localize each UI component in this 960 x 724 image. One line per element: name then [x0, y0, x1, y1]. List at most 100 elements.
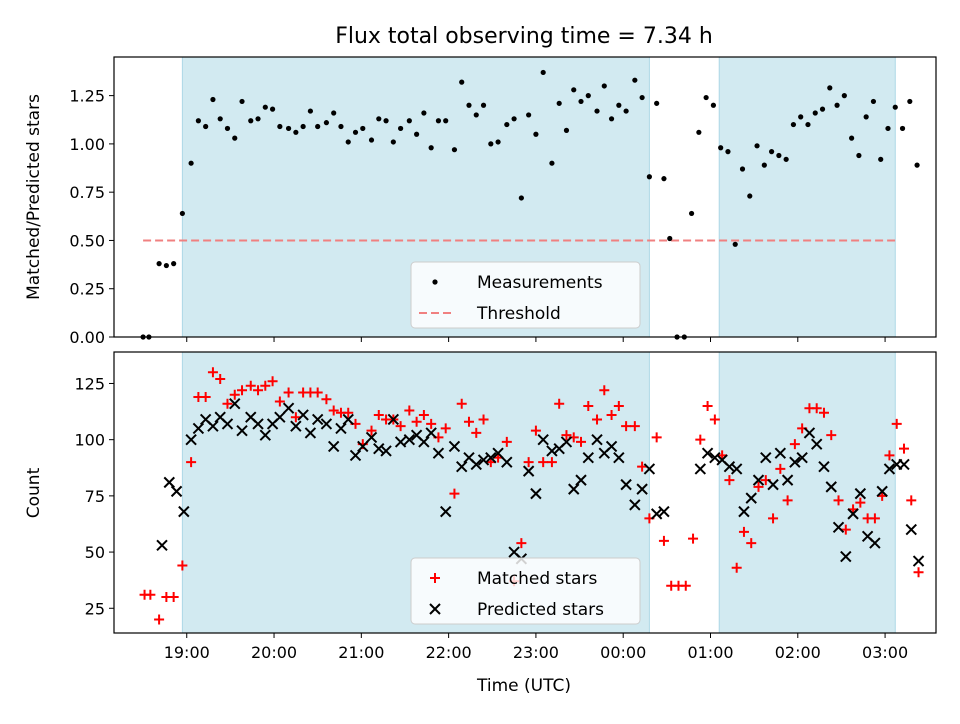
predicted-stars-point — [357, 440, 369, 453]
predicted-stars-point — [349, 449, 362, 462]
measurements-point — [870, 98, 877, 105]
measurements-point — [248, 118, 254, 124]
measurements-point — [163, 262, 169, 269]
predicted-stars-point — [582, 451, 594, 464]
predicted-stars-point — [560, 436, 573, 448]
matched-stars-point — [680, 580, 691, 591]
predicted-stars-point — [207, 420, 219, 432]
measurements-point — [428, 145, 434, 151]
measurements-point — [899, 125, 906, 132]
predicted-stars-point — [342, 413, 354, 426]
predicted-stars-point — [605, 440, 618, 453]
matched-stars-point — [168, 592, 179, 603]
measurements-point — [754, 143, 760, 149]
predicted-stars-point — [380, 445, 392, 457]
measurements-point — [210, 96, 216, 103]
bottom-y-tick-label: 50 — [85, 543, 105, 562]
measurements-point — [608, 116, 615, 122]
predicted-stars-point — [403, 433, 416, 446]
measurements-point — [725, 149, 731, 155]
predicted-stars-point — [425, 427, 437, 439]
measurements-point — [383, 118, 389, 124]
predicted-stars-point — [832, 521, 845, 534]
predicted-stars-point — [796, 451, 808, 464]
measurements-point — [398, 125, 404, 132]
measurements-point — [518, 195, 524, 201]
measurements-point — [338, 123, 344, 130]
matched-stars-point — [768, 513, 779, 524]
x-tick-label: 01:00 — [687, 643, 733, 662]
measurements-point — [616, 102, 622, 108]
matched-stars-point — [898, 443, 909, 454]
measurements-point — [892, 104, 898, 110]
predicted-stars-point — [752, 474, 765, 486]
bottom-y-tick-label: 25 — [85, 599, 105, 618]
measurements-point — [885, 125, 891, 132]
predicted-stars-point — [373, 442, 385, 455]
measurements-point — [406, 118, 412, 124]
predicted-stars-point — [789, 456, 801, 468]
predicted-stars-point — [876, 485, 888, 498]
matched-stars-point — [290, 412, 301, 423]
predicted-stars-point — [297, 409, 309, 421]
predicted-stars-point — [620, 478, 632, 491]
predicted-stars-point — [440, 505, 452, 518]
measurements-point — [849, 135, 855, 141]
measurements-point — [203, 123, 209, 130]
predicted-stars-point — [629, 499, 641, 511]
measurements-point — [239, 98, 245, 105]
measurements-point — [255, 116, 261, 122]
measurements-point — [195, 118, 201, 124]
measurements-point — [188, 160, 194, 166]
measurements-point — [563, 127, 570, 133]
matched-stars-point — [592, 414, 603, 425]
measurements-point — [827, 85, 833, 91]
matched-stars-point — [229, 389, 240, 400]
predicted-stars-point — [501, 456, 513, 468]
matched-stars-point — [530, 425, 541, 436]
predicted-stars-point — [448, 440, 461, 453]
measurements-point — [421, 110, 427, 116]
measurements-point — [376, 116, 382, 122]
measurements-point — [747, 193, 753, 199]
matched-stars-point — [418, 409, 429, 420]
matched-stars-point — [583, 400, 594, 411]
matched-stars-point — [440, 423, 451, 434]
measurements-point — [459, 79, 465, 85]
matched-stars-point — [145, 589, 156, 600]
measurements-point — [480, 102, 487, 108]
matched-stars-point — [576, 436, 587, 447]
measurements-point — [466, 102, 472, 108]
measurements-point — [262, 104, 268, 110]
predicted-stars-point — [723, 460, 736, 473]
x-tick-label: 23:00 — [513, 643, 559, 662]
predicted-stars-point — [869, 537, 881, 549]
legend-marker-0 — [432, 279, 438, 285]
predicted-stars-point — [709, 451, 721, 464]
measurements-point — [495, 139, 501, 145]
measurements-point — [914, 162, 920, 168]
matched-stars-point — [606, 409, 617, 420]
measurements-point — [654, 100, 660, 106]
matched-stars-point — [709, 414, 720, 425]
matched-stars-point — [818, 407, 829, 418]
x-tick-label: 00:00 — [600, 643, 646, 662]
matched-stars-point — [200, 391, 211, 402]
measurements-point — [732, 241, 738, 247]
matched-stars-point — [869, 513, 880, 524]
matched-stars-point — [245, 380, 256, 391]
predicted-stars-point — [418, 436, 430, 448]
matched-stars-point — [826, 430, 837, 441]
matched-stars-point — [463, 416, 474, 427]
predicted-stars-point — [745, 492, 757, 504]
measurements-point — [798, 114, 804, 120]
predicted-stars-point — [650, 508, 663, 520]
matched-stars-point — [516, 538, 527, 549]
measurements-point — [179, 210, 185, 217]
predicted-stars-point — [636, 483, 648, 495]
measurements-point — [556, 100, 562, 106]
top-observing-window-2 — [718, 56, 896, 338]
measurements-point — [623, 108, 629, 114]
top-legend — [410, 261, 641, 329]
